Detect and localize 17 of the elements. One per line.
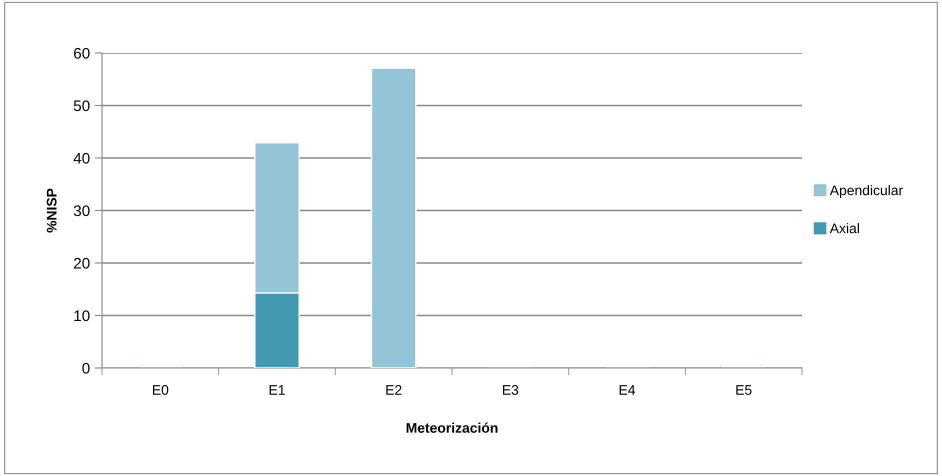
y-tick-label: 20 xyxy=(74,258,90,269)
y-tick-label: 30 xyxy=(74,205,90,216)
x-tick-label: E3 xyxy=(502,385,518,395)
y-tick-label: 50 xyxy=(74,100,90,112)
y-tick-label: 0 xyxy=(82,362,90,374)
x-tick-label: E1 xyxy=(270,385,285,395)
y-tick-label: 60 xyxy=(74,48,90,59)
y-axis-title: %NISP xyxy=(46,188,57,233)
x-axis-title: Meteorización xyxy=(406,422,498,433)
x-tick-label: E5 xyxy=(736,385,752,395)
x-tick-label: E4 xyxy=(620,385,636,395)
x-tick-label: E2 xyxy=(386,385,402,395)
y-tick-label: 10 xyxy=(74,310,90,322)
legend-label: Axial xyxy=(830,223,859,234)
y-tick-label: 40 xyxy=(74,152,90,164)
x-tick-label: E0 xyxy=(152,385,168,395)
legend-label: Apendicular xyxy=(830,185,903,198)
